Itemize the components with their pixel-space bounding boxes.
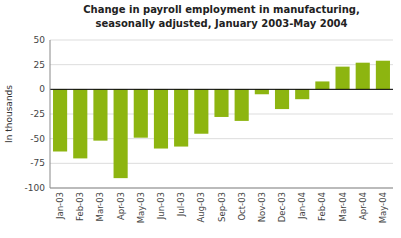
y-tick-label: 50 [34, 35, 46, 45]
bar [114, 89, 128, 178]
y-tick-label: -50 [30, 134, 45, 144]
bars [53, 61, 390, 178]
y-axis-line [50, 40, 51, 188]
x-tick-label: May-04 [378, 192, 388, 223]
zero-line [50, 89, 393, 90]
x-tick-label: Jul-03 [176, 192, 186, 217]
x-tick-label: Aug-03 [196, 192, 206, 222]
y-tick-label: -25 [30, 109, 45, 119]
x-tick-label: Feb-04 [317, 192, 327, 221]
x-tick-label: Apr-04 [358, 192, 368, 220]
x-tick-label: May-03 [136, 192, 146, 223]
bar [275, 89, 289, 109]
y-tick-label: 25 [34, 60, 45, 70]
bar [73, 89, 87, 158]
chart-container: Change in payroll employment in manufact… [0, 0, 401, 238]
x-tick-label: Mar-03 [95, 192, 105, 221]
grid-line [50, 163, 393, 164]
x-tick-label: Dec-03 [277, 192, 287, 222]
y-axis-label: In thousands [4, 85, 14, 143]
y-tick-label: -75 [30, 158, 45, 168]
grid-line [50, 188, 393, 189]
grid-line [50, 40, 393, 41]
x-tick-label: Jan-03 [55, 192, 65, 220]
bar [315, 81, 329, 89]
bar [295, 89, 309, 99]
grid-line [50, 64, 393, 65]
bar [356, 63, 370, 90]
x-tick-label: Nov-03 [257, 192, 267, 222]
x-axis-line [50, 188, 393, 189]
chart-svg: Change in payroll employment in manufact… [0, 0, 401, 238]
y-tick-label: -100 [25, 183, 46, 193]
x-tick-label: Apr-03 [116, 192, 126, 220]
title: Change in payroll employment in manufact… [83, 4, 360, 15]
x-tick-label: Sep-03 [217, 192, 227, 222]
bar [174, 89, 188, 146]
x-tick-label: Mar-04 [338, 192, 348, 221]
bar [93, 89, 107, 140]
subtitle: seasonally adjusted, January 2003-May 20… [95, 18, 347, 29]
bar [335, 67, 349, 90]
bar [255, 89, 269, 94]
bar [235, 89, 249, 121]
grid [50, 40, 393, 188]
bar [154, 89, 168, 148]
bar [194, 89, 208, 133]
grid-line [50, 89, 393, 90]
x-tick-label: Oct-03 [237, 192, 247, 221]
bar [214, 89, 228, 117]
bar [53, 89, 67, 151]
x-tick-label: Jan-04 [297, 192, 307, 220]
x-tick-label: Feb-03 [75, 192, 85, 221]
x-tick-label: Jun-03 [156, 192, 166, 220]
y-tick-label: 0 [39, 84, 45, 94]
bar [134, 89, 148, 137]
bar [376, 61, 390, 90]
